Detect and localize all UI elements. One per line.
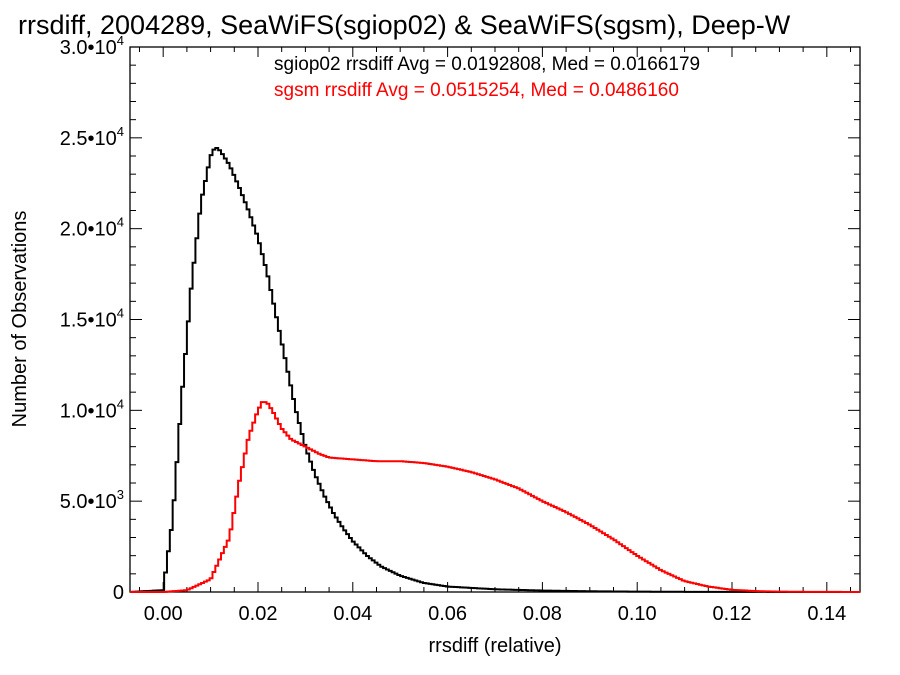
chart-title: rrsdiff, 2004289, SeaWiFS(sgiop02) & Sea… [18,10,791,40]
x-tick-label: 0.14 [807,603,846,625]
y-tick-exponent: 4 [117,215,124,230]
y-tick-exponent: 4 [117,124,124,139]
y-tick-exponent: 4 [117,396,124,411]
x-tick-label: 0.08 [523,603,562,625]
y-tick-label: 0 [113,582,124,604]
series-sgsm-line [130,401,860,593]
y-axis-label: Number of Observations [9,211,31,428]
x-tick-label: 0.10 [618,603,657,625]
x-tick-label: 0.06 [428,603,467,625]
series-layer [130,147,860,593]
y-tick-label: 5.0•103 [60,487,124,513]
y-tick-label: 3.0•104 [60,33,124,59]
y-tick-label: 1.0•104 [60,396,124,422]
plot-frame [129,46,861,593]
x-tick-labels: 0.00 0.02 0.04 0.06 0.08 0.10 0.12 0.14 [144,603,847,625]
x-tick-label: 0.12 [713,603,752,625]
y-tick-label: 1.5•104 [60,306,124,332]
x-tick-label: 0.00 [144,603,183,625]
y-tick-exponent: 3 [117,487,124,502]
y-tick-exponent: 4 [117,33,124,48]
y-tick-label: 2.0•104 [60,215,124,241]
axis-ticks [130,46,860,593]
y-tick-labels: 0 5.0•103 1.0•104 1.5•104 2.0•104 2.5•104 3.0•… [60,33,124,604]
series-sgiop02-line [130,147,860,593]
x-tick-label: 0.02 [239,603,278,625]
annotation-sgsm-stats: sgsm rrsdiff Avg = 0.0515254, Med = 0.04… [274,80,679,101]
y-tick-exponent: 4 [117,306,124,321]
y-tick-label: 2.5•104 [60,124,124,150]
x-axis-label: rrsdiff (relative) [429,635,562,657]
x-tick-label: 0.04 [333,603,372,625]
annotation-sgiop02-stats: sgiop02 rrsdiff Avg = 0.0192808, Med = 0… [274,54,700,75]
